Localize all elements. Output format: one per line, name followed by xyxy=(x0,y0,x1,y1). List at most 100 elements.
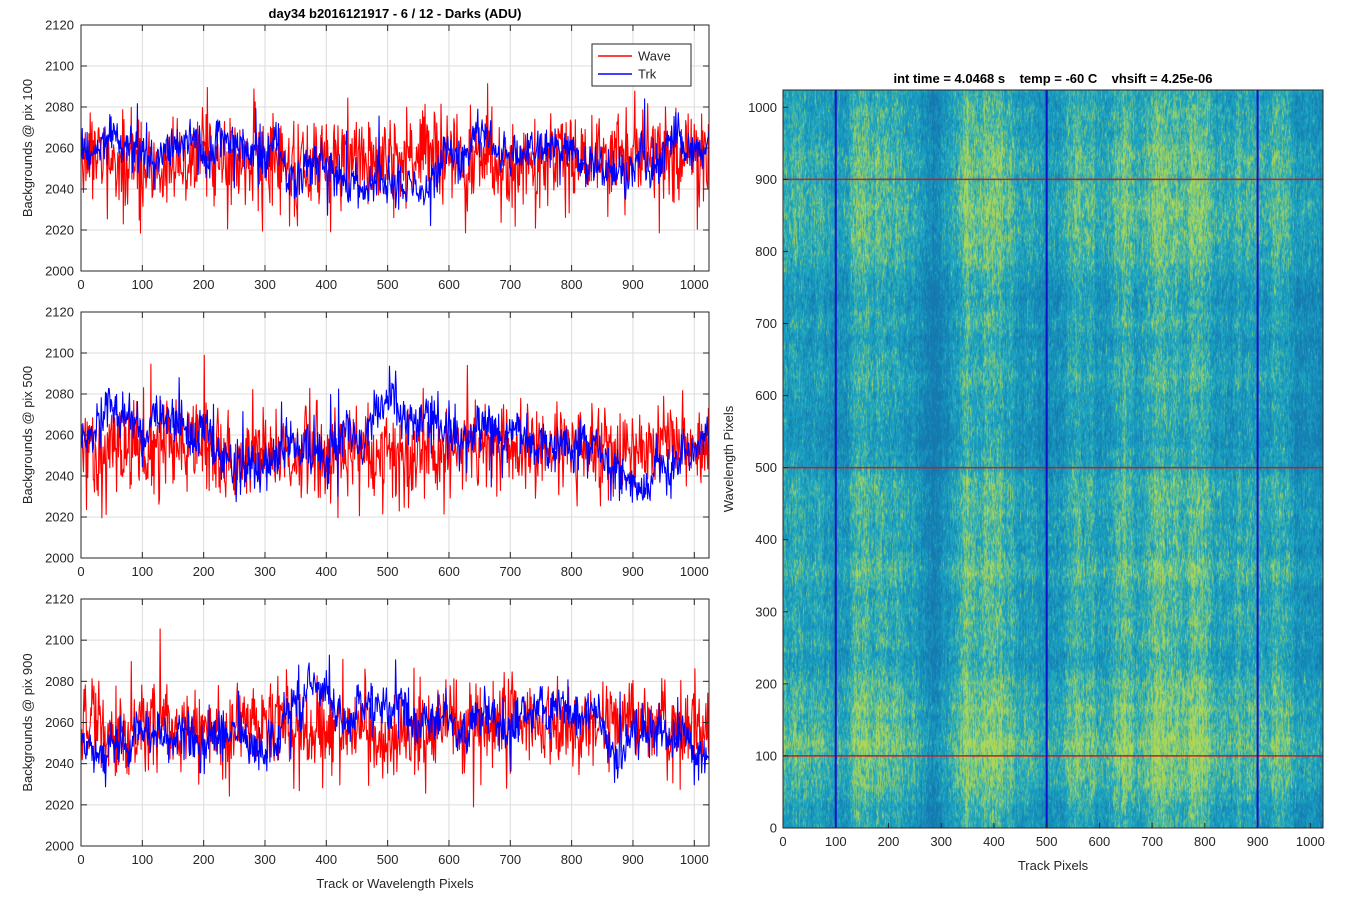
legend-label-trk: Trk xyxy=(638,67,657,82)
x-tick-label: 100 xyxy=(825,834,847,849)
x-tick-label: 0 xyxy=(779,834,786,849)
tick-labels: 0 100 200 300 400 500 600 700 800 900 1000 0 100 200 3… xyxy=(748,100,1325,849)
x-tick-label: 600 xyxy=(438,852,460,867)
y-tick-label: 100 xyxy=(755,748,777,763)
y-tick-label: 2060 xyxy=(45,428,74,443)
tick-labels: 0 100 200 300 400 500 600 700 800 900 1000 2000 2020… xyxy=(45,18,709,292)
x-tick-label: 0 xyxy=(77,277,84,292)
x-tick-label: 400 xyxy=(983,834,1005,849)
y-tick-label: 300 xyxy=(755,604,777,619)
y-tick-label: 2100 xyxy=(45,633,74,648)
x-tick-label: 1000 xyxy=(680,277,709,292)
tick-labels: 0 100 200 300 400 500 600 700 800 900 1000 2000 2020… xyxy=(45,592,709,867)
y-axis-label-pix-500: Backgrounds @ pix 500 xyxy=(20,366,35,504)
x-tick-label: 200 xyxy=(193,564,215,579)
axes-box xyxy=(782,89,1324,829)
y-tick-label: 2000 xyxy=(45,264,74,279)
x-tick-label: 900 xyxy=(622,852,644,867)
y-tick-label: 2060 xyxy=(45,141,74,156)
data-series xyxy=(81,354,710,519)
x-tick-label: 1000 xyxy=(680,564,709,579)
x-tick-label: 1000 xyxy=(680,852,709,867)
x-tick-label: 400 xyxy=(315,277,337,292)
y-tick-label: 2020 xyxy=(45,510,74,525)
x-tick-label: 0 xyxy=(77,564,84,579)
x-tick-label: 900 xyxy=(1247,834,1269,849)
x-tick-label: 100 xyxy=(131,852,153,867)
line-chart-pix-500: 0 100 200 300 400 500 600 700 800 900 1000 2000 2020… xyxy=(20,305,710,579)
series-line-wave xyxy=(81,354,710,519)
x-tick-label: 700 xyxy=(499,277,521,292)
x-tick-label: 200 xyxy=(878,834,900,849)
x-tick-label: 300 xyxy=(254,852,276,867)
x-tick-label: 800 xyxy=(561,277,583,292)
y-tick-label: 2040 xyxy=(45,182,74,197)
y-tick-label: 2060 xyxy=(45,715,74,730)
y-tick-label: 1000 xyxy=(748,100,777,115)
y-tick-label: 700 xyxy=(755,316,777,331)
x-tick-label: 1000 xyxy=(1296,834,1325,849)
x-tick-label: 500 xyxy=(377,564,399,579)
x-tick-label: 200 xyxy=(193,852,215,867)
y-tick-label: 2040 xyxy=(45,756,74,771)
x-tick-label: 400 xyxy=(315,852,337,867)
x-tick-label: 800 xyxy=(561,564,583,579)
x-tick-label: 800 xyxy=(561,852,583,867)
y-tick-label: 500 xyxy=(755,460,777,475)
x-tick-label: 700 xyxy=(499,564,521,579)
y-tick-label: 2100 xyxy=(45,346,74,361)
y-tick-label: 0 xyxy=(770,821,777,836)
x-tick-label: 300 xyxy=(254,277,276,292)
y-tick-label: 900 xyxy=(755,172,777,187)
y-tick-label: 2120 xyxy=(45,305,74,320)
series-line-wave xyxy=(81,83,710,234)
x-tick-label: 300 xyxy=(930,834,952,849)
x-tick-label: 500 xyxy=(377,852,399,867)
y-tick-label: 600 xyxy=(755,388,777,403)
y-axis-label-pix-900: Backgrounds @ pix 900 xyxy=(20,653,35,791)
x-tick-label: 100 xyxy=(131,564,153,579)
y-tick-label: 2080 xyxy=(45,674,74,689)
x-tick-label: 600 xyxy=(438,564,460,579)
x-tick-label: 400 xyxy=(315,564,337,579)
marker-lines xyxy=(783,90,1323,828)
tick-labels: 0 100 200 300 400 500 600 700 800 900 1000 2000 2020… xyxy=(45,305,709,579)
x-tick-label: 200 xyxy=(193,277,215,292)
legend-label-wave: Wave xyxy=(638,49,671,64)
y-tick-label: 2080 xyxy=(45,100,74,115)
heatmap-image xyxy=(783,90,1323,828)
x-tick-label: 800 xyxy=(1194,834,1216,849)
y-tick-label: 2020 xyxy=(45,797,74,812)
y-tick-label: 400 xyxy=(755,532,777,547)
x-tick-label: 500 xyxy=(1036,834,1058,849)
series-line-trk xyxy=(81,98,710,227)
y-tick-label: 2120 xyxy=(45,18,74,33)
series-line-trk xyxy=(81,365,710,503)
x-tick-label: 600 xyxy=(1089,834,1111,849)
y-tick-label: 2100 xyxy=(45,59,74,74)
x-tick-label: 600 xyxy=(438,277,460,292)
x-tick-label: 0 xyxy=(77,852,84,867)
y-axis-label-wavelength: Wavelength Pixels xyxy=(721,405,736,512)
x-tick-label: 300 xyxy=(254,564,276,579)
x-tick-label: 100 xyxy=(131,277,153,292)
y-tick-label: 2020 xyxy=(45,223,74,238)
figure-title: day34 b2016121917 - 6 / 12 - Darks (ADU) xyxy=(269,6,522,21)
legend-box xyxy=(591,43,692,87)
legend: Wave Trk xyxy=(591,43,692,87)
series-line-wave xyxy=(81,628,710,808)
x-axis-label: Track or Wavelength Pixels xyxy=(316,876,474,891)
y-tick-label: 2080 xyxy=(45,387,74,402)
x-tick-label: 900 xyxy=(622,277,644,292)
x-tick-label: 500 xyxy=(377,277,399,292)
y-tick-label: 200 xyxy=(755,676,777,691)
series-line-trk xyxy=(81,654,710,788)
x-axis-label-track: Track Pixels xyxy=(1018,858,1089,873)
heatmap-title: int time = 4.0468 s temp = -60 C vhsift … xyxy=(893,71,1212,86)
y-tick-label: 2040 xyxy=(45,469,74,484)
x-tick-label: 700 xyxy=(1141,834,1163,849)
x-tick-label: 900 xyxy=(622,564,644,579)
y-tick-label: 2120 xyxy=(45,592,74,607)
line-chart-pix-100: 0 100 200 300 400 500 600 700 800 900 1000 2000 2020… xyxy=(20,6,710,292)
